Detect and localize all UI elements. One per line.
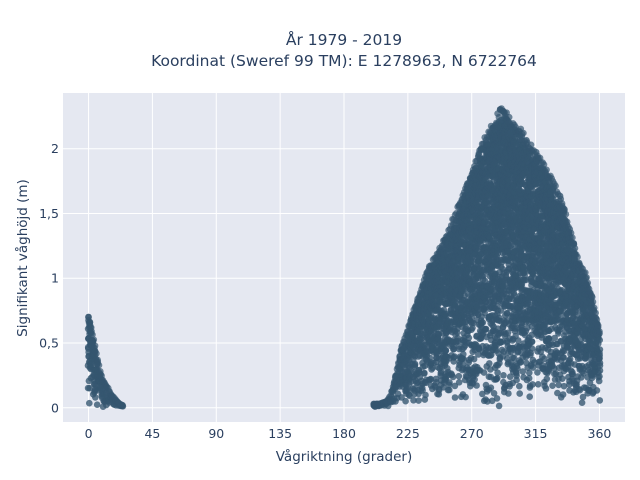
data-point [552, 182, 559, 190]
data-point [525, 375, 533, 382]
data-point [519, 368, 527, 375]
data-point [554, 389, 561, 397]
data-point [469, 324, 476, 332]
data-point [528, 345, 536, 352]
data-point [89, 331, 96, 339]
data-point [415, 397, 422, 404]
data-point [494, 302, 501, 310]
data-point [473, 382, 480, 389]
data-point [93, 401, 101, 409]
data-point [93, 350, 100, 357]
data-point [451, 353, 458, 360]
data-point [471, 376, 478, 383]
data-point [540, 161, 548, 168]
data-point [446, 381, 453, 389]
data-point [481, 309, 489, 317]
data-point [520, 129, 527, 137]
data-point [470, 355, 478, 363]
data-point [555, 381, 562, 389]
data-point [516, 382, 523, 390]
data-point [494, 369, 501, 377]
scatter-points [84, 105, 604, 411]
data-point [505, 113, 513, 121]
data-point [87, 324, 95, 331]
data-point [454, 334, 462, 342]
data-point [482, 325, 489, 333]
data-point [484, 398, 491, 405]
data-point [542, 385, 550, 392]
data-point [526, 369, 533, 377]
data-point [505, 390, 512, 397]
data-point [513, 372, 520, 380]
data-point [402, 397, 409, 405]
data-point [510, 354, 518, 362]
data-point [534, 369, 541, 376]
data-point [451, 394, 459, 401]
data-point [504, 329, 512, 337]
data-point [518, 322, 525, 330]
data-point [487, 384, 495, 392]
data-point [517, 359, 524, 366]
data-point [442, 347, 450, 354]
data-point [493, 395, 501, 402]
data-point [449, 373, 457, 381]
data-point [421, 396, 429, 403]
data-point [450, 345, 458, 353]
data-point [528, 338, 536, 346]
data-point [446, 386, 453, 394]
data-point [427, 376, 434, 383]
data-point [429, 364, 436, 372]
data-point [411, 361, 419, 369]
data-point [543, 166, 550, 174]
data-point [549, 382, 556, 390]
data-point [490, 390, 498, 397]
data-point [500, 372, 507, 379]
data-point [95, 361, 103, 369]
data-point [91, 342, 99, 350]
data-point [516, 390, 523, 397]
data-point [480, 369, 488, 376]
data-point [410, 397, 417, 404]
data-point [465, 334, 473, 342]
data-point [455, 379, 463, 386]
data-point [460, 355, 467, 363]
data-point [529, 381, 536, 388]
data-point [86, 318, 94, 326]
data-point [494, 374, 501, 382]
data-point [460, 350, 467, 358]
data-point [455, 372, 463, 380]
data-point [543, 375, 551, 383]
data-point [92, 394, 99, 401]
data-point [506, 373, 514, 381]
data-point [85, 313, 92, 321]
data-point [94, 356, 101, 364]
data-point [86, 384, 93, 392]
data-point [526, 393, 533, 401]
data-point [515, 337, 522, 344]
chart-title-line-2: Koordinat (Sweref 99 TM): E 1278963, N 6… [151, 52, 537, 70]
data-point [551, 334, 558, 342]
data-point [529, 364, 537, 371]
data-point [90, 336, 98, 344]
data-point [486, 360, 493, 367]
data-point [119, 401, 126, 409]
data-point [495, 402, 503, 410]
data-point [86, 399, 93, 407]
data-point [462, 393, 469, 401]
data-point [527, 141, 535, 149]
data-point [420, 370, 428, 377]
data-point [534, 381, 542, 388]
chart-title-line-1: År 1979 - 2019 [286, 30, 402, 49]
